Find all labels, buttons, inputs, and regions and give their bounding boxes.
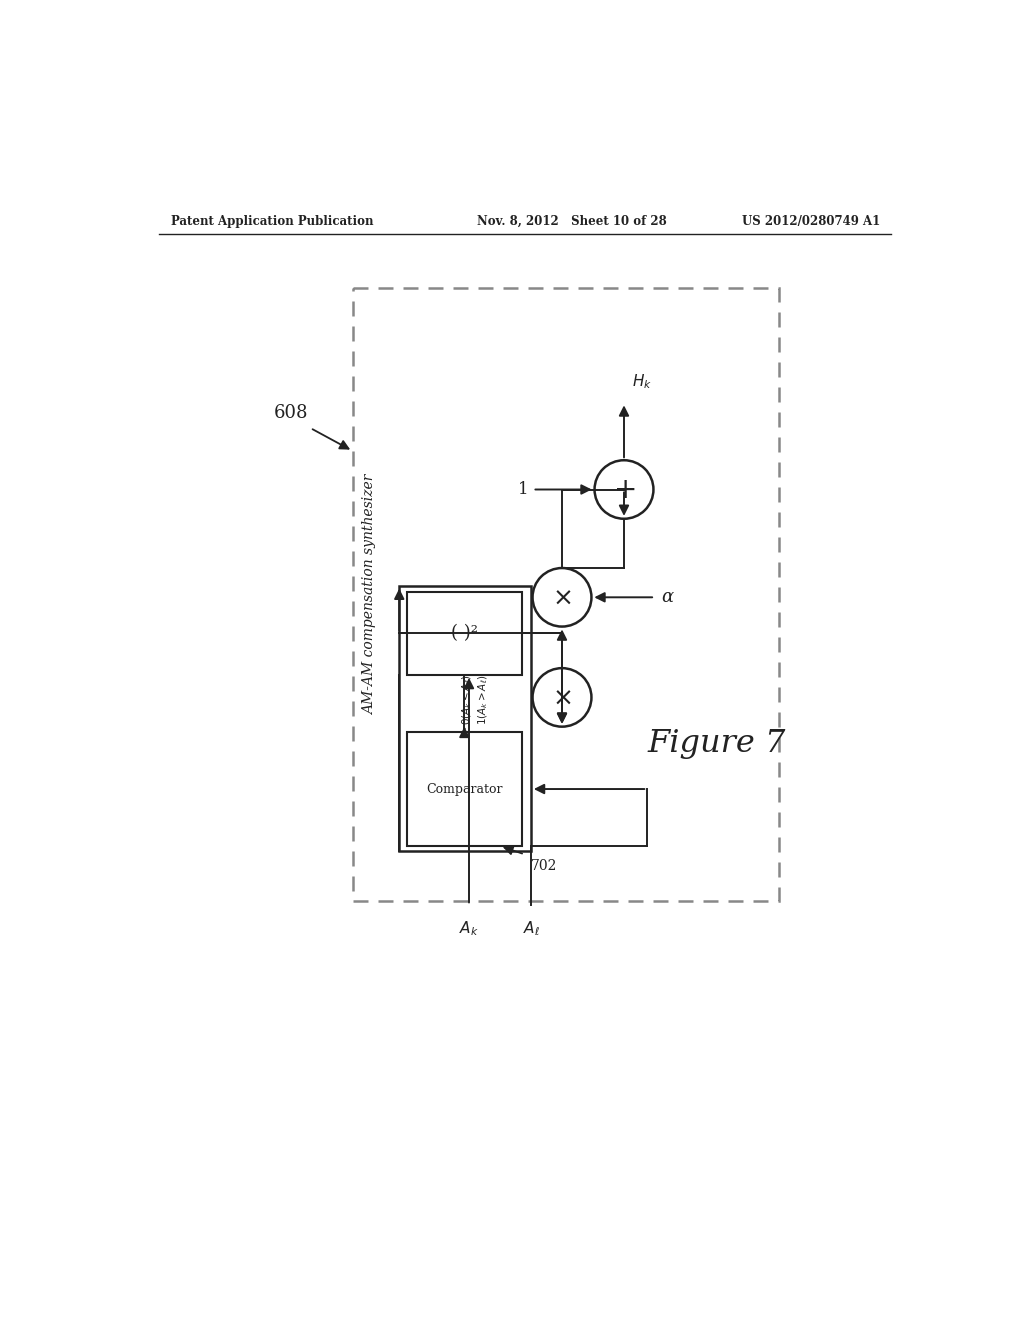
Text: $+$: $+$	[612, 475, 635, 503]
Text: Nov. 8, 2012   Sheet 10 of 28: Nov. 8, 2012 Sheet 10 of 28	[477, 215, 667, 228]
Text: 1: 1	[518, 480, 528, 498]
Text: $\times$: $\times$	[552, 685, 571, 709]
Text: $H_k$: $H_k$	[632, 372, 651, 391]
Text: $\times$: $\times$	[552, 585, 571, 610]
Bar	[407, 733, 521, 846]
Text: 702: 702	[531, 859, 557, 873]
Text: $0(A_k \leq A_{\ell})$: $0(A_k \leq A_{\ell})$	[461, 675, 474, 725]
Bar	[352, 288, 779, 902]
Text: $A_k$: $A_k$	[459, 919, 479, 937]
Text: $1(A_k > A_{\ell})$: $1(A_k > A_{\ell})$	[476, 675, 489, 725]
Bar	[407, 591, 521, 675]
Text: $A_{\ell}$: $A_{\ell}$	[522, 919, 540, 937]
Text: Patent Application Publication: Patent Application Publication	[171, 215, 373, 228]
Text: ( )²: ( )²	[451, 624, 478, 643]
Text: α: α	[662, 589, 674, 606]
Text: AM-AM compensation synthesizer: AM-AM compensation synthesizer	[362, 474, 377, 715]
Bar	[399, 586, 531, 851]
Text: US 2012/0280749 A1: US 2012/0280749 A1	[741, 215, 880, 228]
Text: Comparator: Comparator	[426, 783, 503, 796]
Text: Figure 7: Figure 7	[648, 729, 786, 759]
Text: 608: 608	[273, 404, 308, 421]
